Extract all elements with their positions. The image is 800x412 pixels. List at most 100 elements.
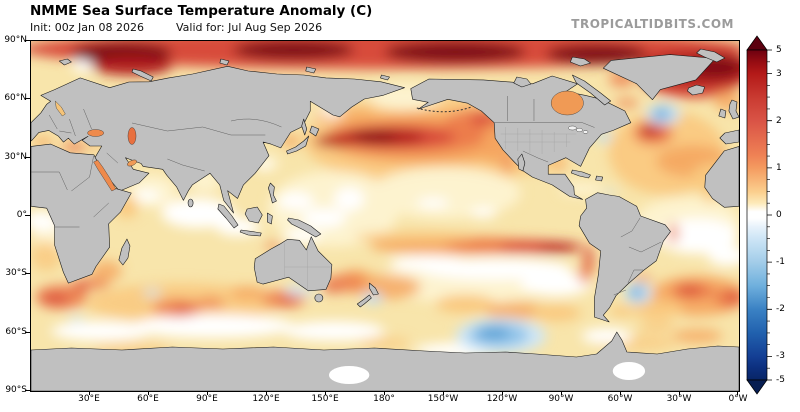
- lon-label-60w: 60°W: [607, 394, 633, 404]
- axis-tick: [737, 391, 738, 395]
- colorbar-gradient: [746, 49, 768, 381]
- baltic-sea: [54, 100, 66, 117]
- lat-label-90s: 90°S: [5, 385, 27, 395]
- axis-tick: [325, 391, 326, 395]
- africa-west-fragment: [704, 146, 739, 208]
- greenland: [602, 54, 716, 100]
- init-time-label: Init: 00z Jan 08 2026: [30, 21, 144, 34]
- iberia-fragment: [719, 129, 739, 145]
- lon-label-90e: 90°E: [196, 394, 218, 404]
- arctic-islands: [219, 48, 726, 81]
- ice-shelves: [328, 362, 646, 384]
- axis-tick: [207, 391, 208, 395]
- subtitle: Init: 00z Jan 08 2026 Valid for: Jul Aug …: [30, 21, 322, 34]
- lon-label-120w: 120°W: [486, 394, 518, 404]
- axis-tick: [89, 391, 90, 395]
- axis-tick: [25, 390, 30, 391]
- axis-tick: [384, 391, 385, 395]
- lat-label-30n: 30°N: [4, 152, 27, 162]
- lon-label-180: 180°: [373, 394, 395, 404]
- iceland: [687, 84, 705, 96]
- africa: [31, 143, 132, 284]
- java: [239, 229, 262, 237]
- watermark-text: TROPICALTIDBITS.COM: [571, 17, 734, 31]
- axis-tick: [620, 391, 621, 395]
- british-isles: [718, 99, 739, 120]
- lon-label-90w: 90°W: [548, 394, 574, 404]
- japan: [286, 125, 320, 155]
- cuba: [571, 169, 603, 182]
- colorbar-extend-above-arrow: [746, 35, 768, 51]
- inland-seas: [54, 90, 589, 192]
- landmasses: [31, 48, 739, 391]
- colorbar-label-1: 1: [776, 162, 782, 173]
- new-zealand: [356, 282, 379, 308]
- sakhalin: [301, 118, 308, 136]
- persian-gulf: [127, 159, 137, 167]
- axis-tick: [443, 391, 444, 395]
- lon-label-120e: 120°E: [252, 394, 280, 404]
- borneo: [244, 206, 263, 224]
- new-guinea: [287, 217, 322, 238]
- philippines: [268, 182, 277, 204]
- colorbar-major-ticks: [767, 49, 772, 381]
- axis-tick: [25, 40, 30, 41]
- colorbar-label-n2: -2: [776, 304, 785, 315]
- axis-tick: [25, 157, 30, 158]
- great-lakes: [576, 127, 583, 132]
- caspian-sea: [127, 127, 137, 145]
- great-lakes: [568, 125, 577, 131]
- australia: [253, 236, 333, 292]
- lat-label-60n: 60°N: [4, 93, 27, 103]
- baja-peninsula: [517, 153, 526, 172]
- axis-tick: [25, 273, 30, 274]
- colorbar-minor-ticks: [767, 61, 770, 369]
- lon-label-0w: 0°W: [728, 394, 748, 404]
- svalbard: [58, 58, 72, 66]
- hudson-bay: [550, 90, 584, 116]
- axis-tick: [679, 391, 680, 395]
- eurasia: [31, 66, 405, 214]
- axis-tick: [502, 391, 503, 395]
- axis-tick: [25, 98, 30, 99]
- colorbar-label-5: 5: [776, 45, 782, 55]
- axis-tick: [25, 332, 30, 333]
- lat-label-30s: 30°S: [5, 268, 27, 278]
- lon-label-60e: 60°E: [137, 394, 159, 404]
- lat-label-60s: 60°S: [5, 327, 27, 337]
- sst-map-svg: [31, 41, 739, 391]
- country-borders: [31, 96, 662, 296]
- colorbar-label-0: 0: [776, 210, 782, 220]
- aleutian-islands: [416, 106, 472, 113]
- lon-label-30w: 30°W: [666, 394, 692, 404]
- sumatra: [217, 203, 239, 229]
- madagascar: [118, 238, 131, 266]
- axis-tick: [561, 391, 562, 395]
- tasmania: [314, 293, 324, 303]
- lat-label-0: 0°: [16, 210, 27, 220]
- map-panel: [30, 40, 740, 392]
- state-borders: [284, 127, 577, 289]
- great-lakes: [582, 130, 589, 134]
- page-title: NMME Sea Surface Temperature Anomaly (C): [30, 3, 373, 19]
- axis-tick: [148, 391, 149, 395]
- axis-tick: [266, 391, 267, 395]
- colorbar: [746, 35, 772, 395]
- colorbar-label-n5: -5: [776, 375, 785, 385]
- lat-label-90n: 90°N: [4, 35, 27, 45]
- lon-label-150e: 150°E: [311, 394, 339, 404]
- lon-label-30e: 30°E: [78, 394, 100, 404]
- antarctica: [31, 331, 739, 391]
- south-america: [578, 192, 671, 323]
- sri-lanka: [187, 198, 194, 208]
- axis-tick: [25, 215, 30, 216]
- black-sea: [87, 129, 104, 137]
- novaya-zemlya: [131, 68, 154, 82]
- canadian-archipelago: [513, 56, 612, 106]
- colorbar-label-n3: -3: [776, 351, 785, 362]
- lon-label-150w: 150°W: [427, 394, 459, 404]
- red-sea: [93, 159, 117, 192]
- colorbar-extend-below-arrow: [746, 379, 768, 395]
- sulawesi: [267, 212, 273, 225]
